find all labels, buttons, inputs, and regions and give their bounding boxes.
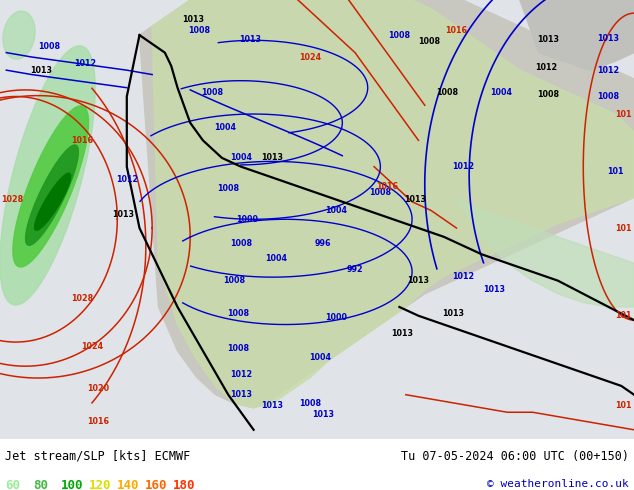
Polygon shape: [35, 173, 70, 230]
Text: 1013: 1013: [408, 276, 429, 285]
Text: 1013: 1013: [262, 401, 283, 410]
Text: 996: 996: [315, 239, 332, 248]
Text: 1013: 1013: [484, 285, 505, 294]
Text: 1012: 1012: [536, 64, 557, 73]
Text: 1012: 1012: [75, 59, 96, 68]
Text: © weatheronline.co.uk: © weatheronline.co.uk: [487, 479, 629, 489]
Text: 1016: 1016: [446, 26, 467, 35]
Text: 1008: 1008: [538, 90, 559, 99]
Text: 1008: 1008: [217, 184, 239, 193]
Text: 1013: 1013: [113, 210, 134, 220]
Text: 1013: 1013: [30, 66, 52, 74]
Text: 1008: 1008: [418, 37, 440, 46]
Text: 1012: 1012: [598, 66, 619, 74]
Text: 1008: 1008: [39, 42, 60, 50]
Text: 101: 101: [615, 223, 631, 233]
Text: 1016: 1016: [87, 416, 109, 425]
Text: 1012: 1012: [452, 272, 474, 281]
Text: 1008: 1008: [227, 344, 249, 353]
Text: 1013: 1013: [443, 309, 464, 318]
Text: 1016: 1016: [72, 136, 93, 145]
Text: 1024: 1024: [81, 342, 103, 351]
Text: 80: 80: [33, 479, 48, 490]
Text: 1008: 1008: [389, 30, 410, 40]
Polygon shape: [520, 0, 634, 70]
Text: 1024: 1024: [300, 52, 321, 62]
Text: 1012: 1012: [116, 175, 138, 184]
Text: 1008: 1008: [370, 189, 391, 197]
Text: 1004: 1004: [214, 122, 236, 132]
Polygon shape: [13, 106, 89, 267]
Polygon shape: [152, 0, 634, 408]
Text: 60: 60: [5, 479, 20, 490]
Text: 140: 140: [117, 479, 139, 490]
Text: 1028: 1028: [1, 195, 24, 204]
Text: 1008: 1008: [189, 26, 210, 35]
Text: 101: 101: [615, 311, 631, 320]
Text: 1013: 1013: [262, 153, 283, 162]
Text: 1000: 1000: [236, 215, 258, 224]
Text: Tu 07-05-2024 06:00 UTC (00+150): Tu 07-05-2024 06:00 UTC (00+150): [401, 450, 629, 463]
Text: 1004: 1004: [230, 153, 252, 162]
Text: 1008: 1008: [202, 88, 223, 97]
Text: 1013: 1013: [240, 35, 261, 44]
Text: 1016: 1016: [376, 182, 398, 191]
Text: 120: 120: [89, 479, 111, 490]
Text: 1028: 1028: [71, 294, 94, 303]
Text: 1008: 1008: [300, 399, 321, 408]
Text: 1008: 1008: [227, 309, 249, 318]
Text: 1008: 1008: [224, 276, 245, 285]
Text: 1008: 1008: [230, 239, 252, 248]
Text: 1004: 1004: [490, 88, 512, 97]
Text: 1012: 1012: [452, 162, 474, 171]
Text: 1004: 1004: [309, 353, 331, 362]
Polygon shape: [139, 0, 634, 408]
Polygon shape: [3, 11, 35, 59]
Text: 1013: 1013: [392, 329, 413, 338]
Polygon shape: [456, 197, 634, 307]
Text: 1012: 1012: [230, 370, 252, 379]
Text: 1013: 1013: [404, 195, 426, 204]
Text: 992: 992: [347, 265, 363, 274]
Text: 1013: 1013: [183, 15, 204, 24]
Text: 1020: 1020: [87, 384, 109, 392]
Text: 1004: 1004: [265, 254, 287, 263]
Polygon shape: [25, 145, 79, 245]
Polygon shape: [0, 46, 95, 305]
Text: 1013: 1013: [230, 390, 252, 399]
Text: 101: 101: [607, 167, 623, 175]
Text: 160: 160: [145, 479, 167, 490]
Text: 1004: 1004: [325, 206, 347, 215]
Text: 1013: 1013: [598, 34, 619, 43]
Text: 1013: 1013: [538, 35, 559, 44]
Text: 101: 101: [615, 401, 631, 410]
Text: 1013: 1013: [313, 410, 334, 419]
Text: 180: 180: [172, 479, 195, 490]
Text: 100: 100: [61, 479, 83, 490]
Text: 1008: 1008: [598, 92, 619, 101]
Text: 1000: 1000: [325, 314, 347, 322]
Text: 101: 101: [615, 110, 631, 119]
Text: Jet stream/SLP [kts] ECMWF: Jet stream/SLP [kts] ECMWF: [5, 450, 190, 463]
Text: 1008: 1008: [436, 88, 458, 97]
